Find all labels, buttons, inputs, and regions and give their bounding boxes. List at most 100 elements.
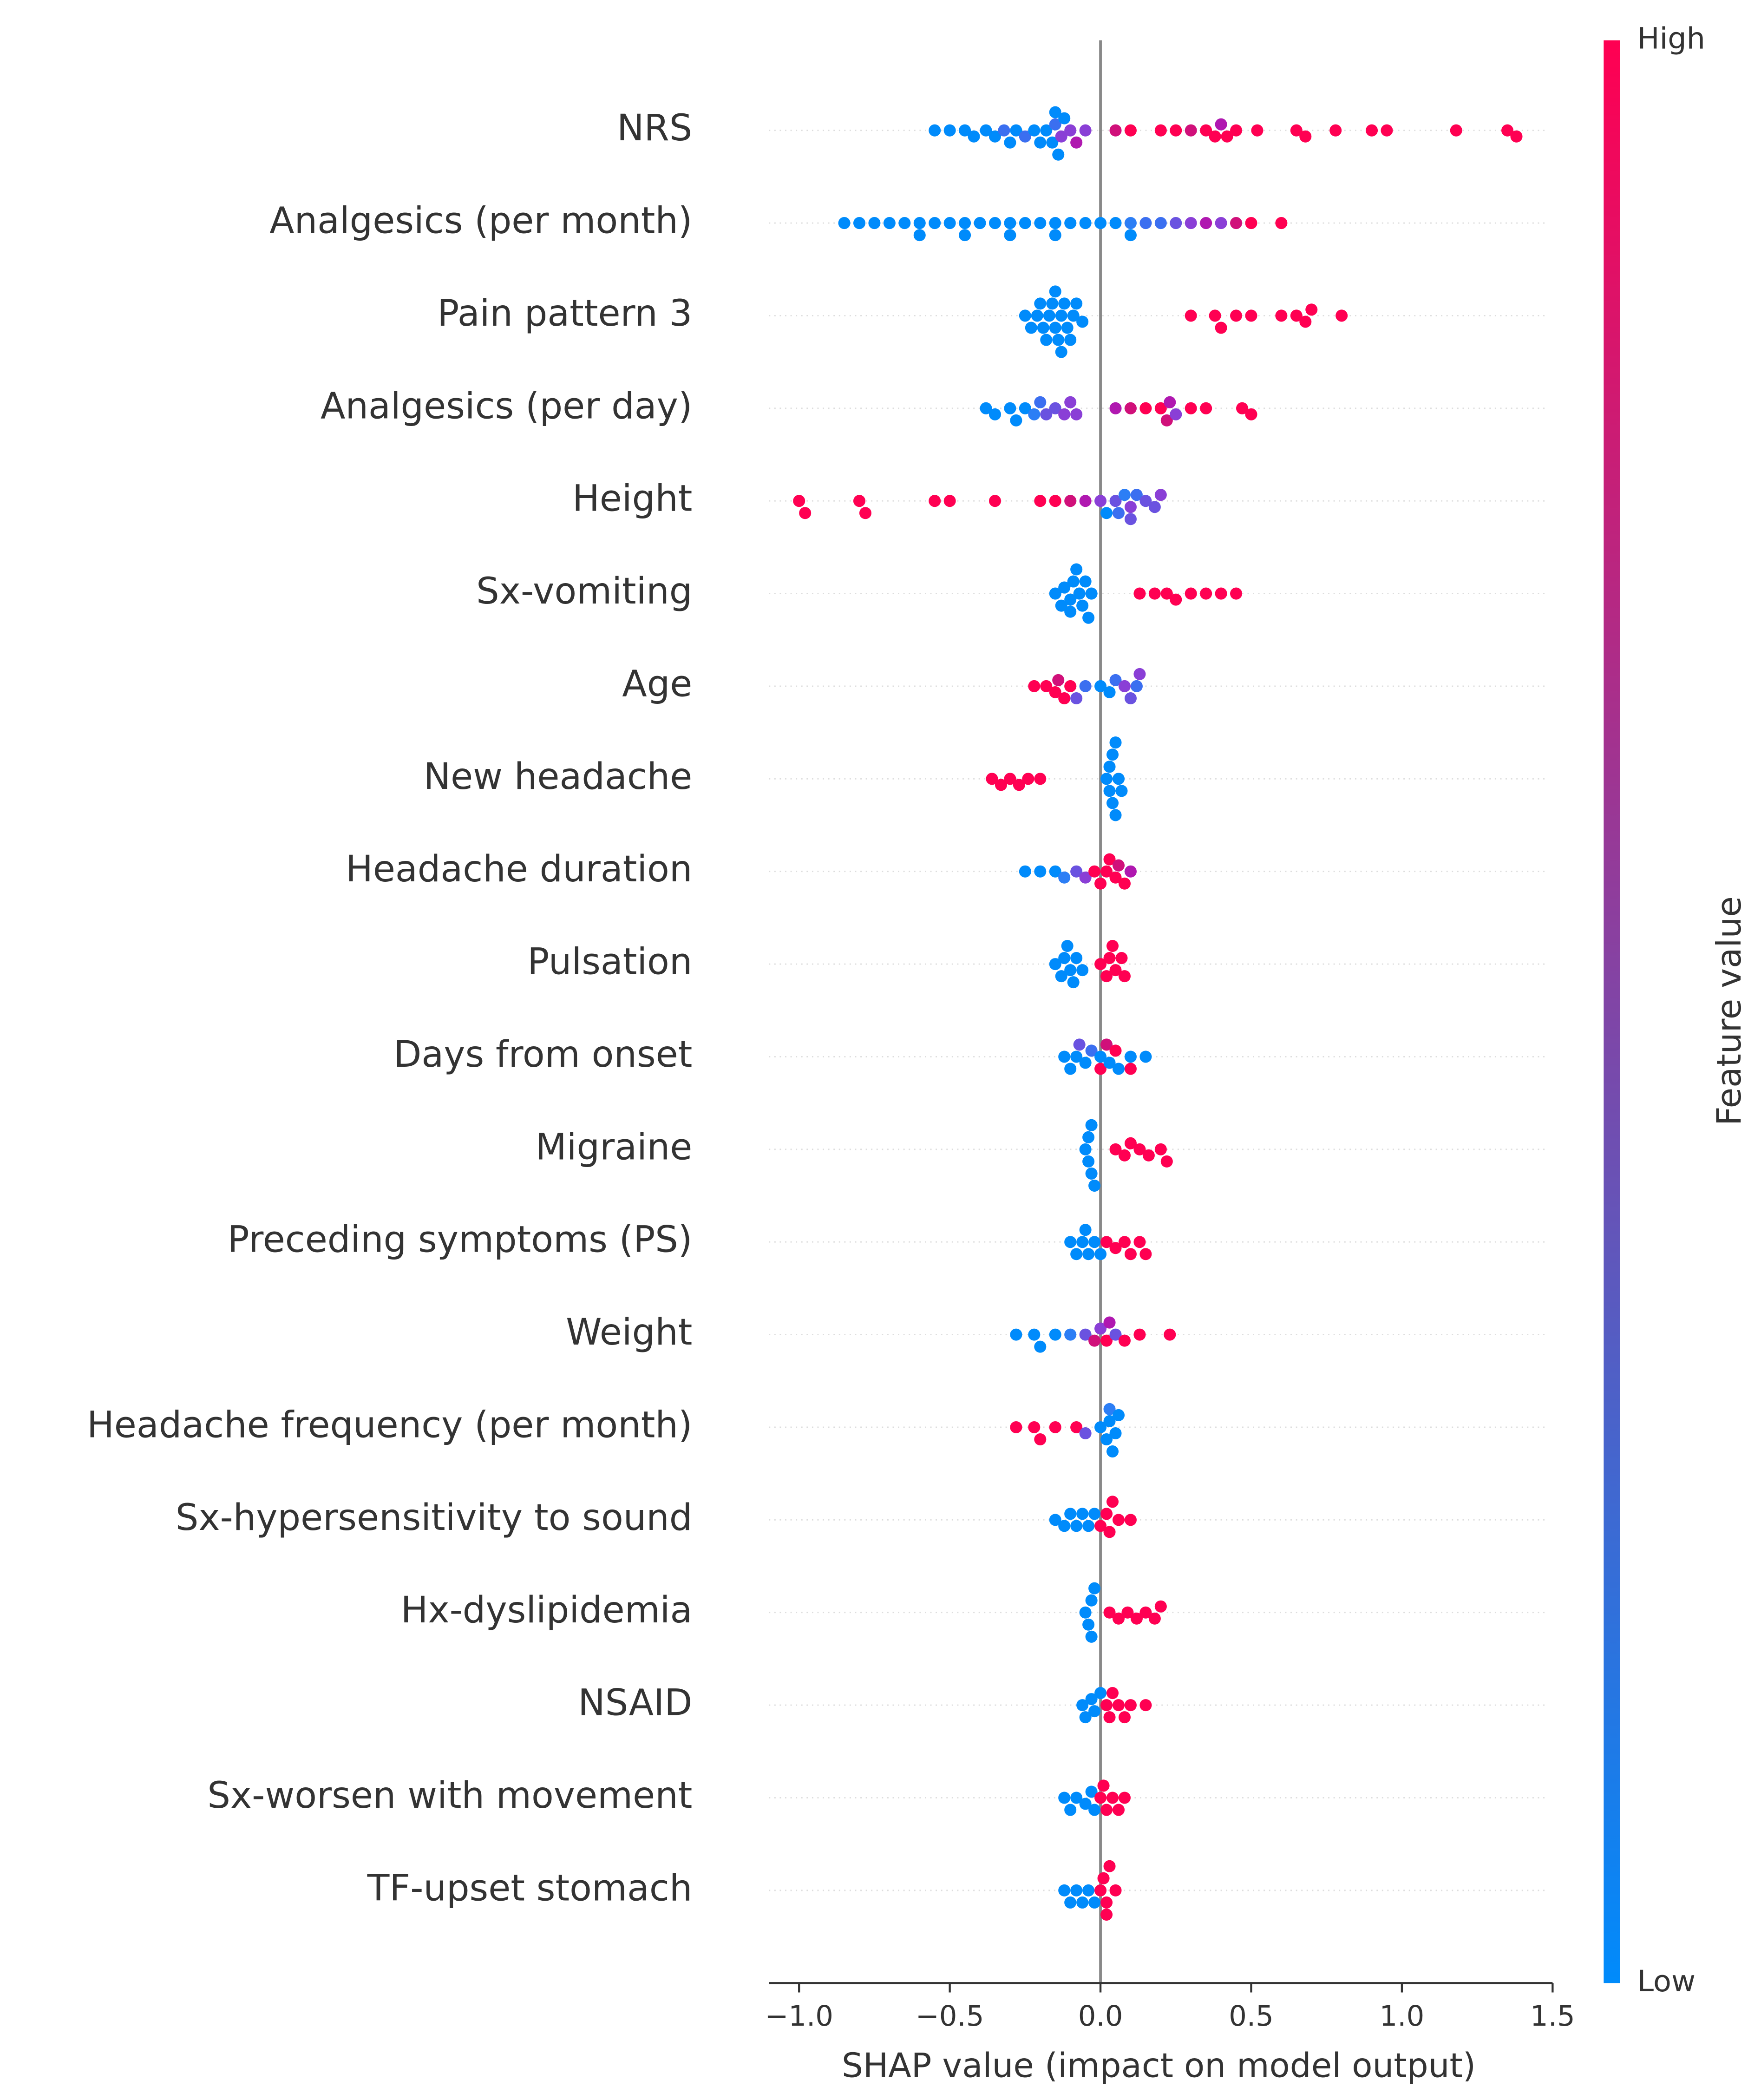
dot (1112, 1063, 1125, 1075)
x-tick-label: −1.0 (765, 2000, 833, 2033)
dot (1064, 1896, 1077, 1909)
dot (1076, 1699, 1089, 1712)
dot (1079, 680, 1092, 692)
dot (1064, 593, 1077, 606)
dot (1103, 1711, 1116, 1724)
dot (1215, 118, 1227, 131)
dot (1040, 334, 1053, 346)
dot (1085, 1630, 1098, 1643)
dot (1100, 1433, 1113, 1446)
dot (1094, 1322, 1107, 1335)
dot (1070, 692, 1083, 705)
dot (1100, 1804, 1113, 1816)
dot (1154, 1600, 1167, 1613)
dot (1118, 680, 1131, 692)
dot (1079, 1328, 1092, 1341)
dot (1335, 309, 1348, 322)
dot (1058, 1520, 1071, 1532)
dot (1010, 414, 1022, 427)
dot (1154, 402, 1167, 414)
feature-label: Analgesics (per day) (321, 385, 692, 427)
dot (1100, 1038, 1113, 1051)
dot (998, 124, 1010, 137)
x-tick-label: 0.5 (1229, 2000, 1274, 2033)
dot (1164, 1328, 1176, 1341)
dot (1139, 495, 1152, 507)
dot (1085, 1044, 1098, 1057)
feature-label: Age (622, 663, 692, 705)
dot (1124, 217, 1137, 230)
dot (1040, 124, 1053, 137)
dot (1070, 1421, 1083, 1434)
dot (1106, 940, 1119, 952)
dot (943, 124, 956, 137)
dot (1082, 611, 1095, 624)
dot (898, 217, 911, 230)
dot (1209, 130, 1221, 143)
dot (1052, 148, 1065, 161)
dot (1170, 593, 1182, 606)
dot (1103, 1860, 1116, 1872)
dot (943, 495, 956, 507)
dot (1221, 130, 1233, 143)
dot (1064, 1804, 1077, 1816)
feature-label: NRS (617, 107, 692, 149)
dot (1124, 402, 1137, 414)
dot (929, 217, 941, 230)
dot (1366, 124, 1378, 137)
dot (1124, 1514, 1137, 1526)
dot (1058, 408, 1071, 420)
dot (1070, 1050, 1083, 1063)
dot (1094, 495, 1107, 507)
dot (1079, 1143, 1092, 1155)
dot (1010, 124, 1022, 137)
dot (980, 402, 992, 414)
dot (913, 217, 926, 230)
dot (1028, 1421, 1041, 1434)
dot (1109, 1044, 1122, 1057)
dot (980, 124, 992, 137)
dot (929, 124, 941, 137)
dot (1079, 1427, 1092, 1440)
dot (1142, 1149, 1155, 1162)
colorbar-low-label: Low (1637, 1964, 1696, 1999)
dot (989, 495, 1001, 507)
dot (1121, 1606, 1134, 1619)
dot (1055, 599, 1067, 612)
dot (1019, 309, 1031, 322)
dot (1094, 1520, 1107, 1532)
dot (1100, 1508, 1113, 1520)
dot (1290, 309, 1303, 322)
dot (1004, 402, 1016, 414)
dot (1118, 489, 1131, 501)
colorbar (1604, 40, 1620, 1983)
feature-label: Analgesics (per month) (269, 200, 692, 242)
dot (1160, 1155, 1173, 1168)
dot (1082, 1618, 1095, 1631)
dot (1139, 1050, 1152, 1063)
dot (1004, 217, 1016, 230)
dot (1088, 1179, 1101, 1192)
dot (1070, 408, 1083, 420)
dot (1043, 309, 1055, 322)
dot (1100, 1334, 1113, 1347)
dot (1148, 501, 1161, 513)
dot (1290, 124, 1303, 137)
feature-label: Hx-dyslipidemia (401, 1589, 693, 1631)
dot (1115, 785, 1128, 797)
dot (1064, 1063, 1077, 1075)
dot (1070, 1792, 1083, 1804)
dot (1275, 309, 1288, 322)
dot (1154, 124, 1167, 137)
dot (1160, 587, 1173, 600)
dot (1154, 1143, 1167, 1155)
x-axis-label: SHAP value (impact on model output) (842, 2047, 1476, 2086)
dot (1046, 136, 1059, 149)
dot (1124, 1248, 1137, 1260)
dot (1094, 1687, 1107, 1700)
dot (1133, 1328, 1146, 1341)
dot (799, 507, 812, 519)
dot (1088, 1334, 1101, 1347)
dot (1185, 587, 1197, 600)
dot (1133, 1143, 1146, 1155)
